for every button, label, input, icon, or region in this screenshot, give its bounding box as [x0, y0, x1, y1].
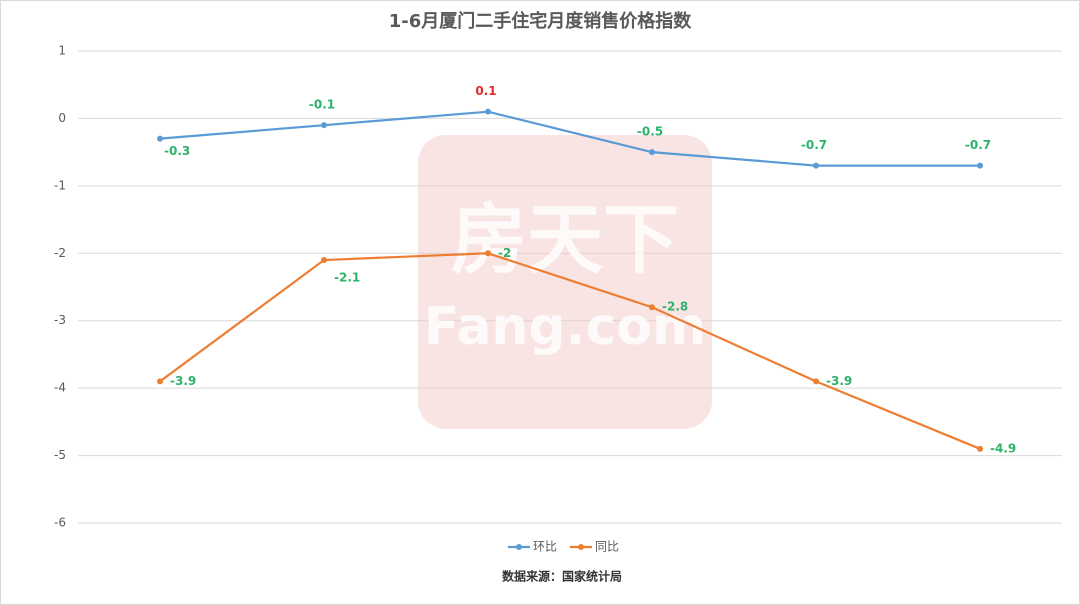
data-label: -0.3	[164, 144, 190, 158]
data-point	[649, 304, 655, 311]
data-label: -3.9	[826, 374, 852, 388]
data-point	[977, 445, 983, 452]
data-point	[977, 162, 983, 169]
legend-label: 环比	[533, 540, 557, 554]
y-tick-label: -4	[54, 381, 66, 395]
data-point	[321, 122, 327, 129]
y-tick-label: -6	[54, 516, 66, 530]
y-tick-label: -5	[54, 448, 66, 462]
watermark-text: 房天下	[451, 195, 679, 284]
series-line	[159, 110, 980, 167]
data-point	[813, 378, 819, 385]
data-label: -4.9	[990, 441, 1016, 455]
legend-marker	[578, 544, 584, 550]
data-label: 0.1	[475, 84, 496, 98]
data-label: -2.8	[662, 300, 688, 314]
y-tick-label: 0	[58, 111, 66, 125]
data-label: -0.5	[637, 125, 663, 139]
data-point	[485, 108, 491, 115]
watermark-box	[418, 135, 712, 429]
data-point	[157, 378, 163, 385]
data-label: -0.7	[801, 138, 827, 152]
data-point	[649, 149, 655, 156]
data-point	[485, 250, 491, 257]
data-label: -0.7	[965, 138, 991, 152]
series-line	[159, 252, 981, 450]
data-label: -3.9	[170, 374, 196, 388]
watermark-subtext: Fang.com	[424, 297, 706, 357]
y-tick-label: -2	[54, 246, 66, 260]
y-tick-label: -3	[54, 313, 66, 327]
y-tick-label: -1	[54, 178, 66, 192]
data-label: -2.1	[334, 271, 360, 285]
legend-label: 同比	[595, 540, 619, 554]
data-label: -0.1	[309, 98, 335, 112]
legend-marker	[516, 544, 522, 550]
chart-title: 1-6月厦门二手住宅月度销售价格指数	[389, 10, 693, 32]
data-point	[321, 257, 327, 264]
y-tick-label: 1	[58, 44, 66, 58]
source-note: 数据来源：国家统计局	[502, 569, 622, 584]
data-label: -2	[498, 246, 511, 260]
watermark: 房天下 Fang.com	[418, 135, 712, 429]
data-point	[813, 162, 819, 169]
data-point	[157, 135, 163, 142]
